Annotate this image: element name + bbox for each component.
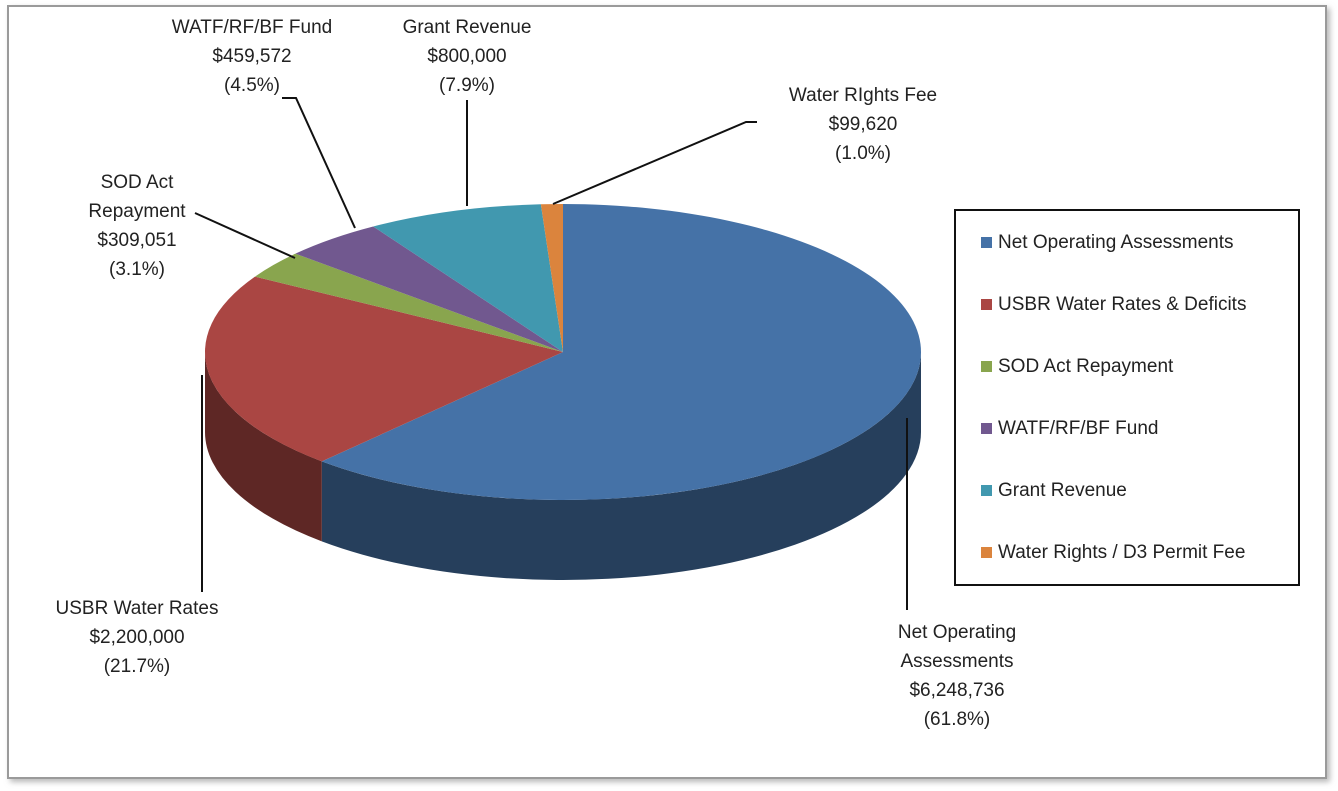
legend-swatch — [981, 485, 992, 496]
slice — [321, 204, 921, 500]
slice — [295, 226, 563, 352]
data-label: Grant Revenue — [403, 17, 532, 38]
legend-swatch — [981, 423, 992, 434]
legend-label: Water Rights / D3 Permit Fee — [998, 542, 1245, 563]
labels: Net Operating Assessments $6,248,736 (61.8%… — [56, 17, 1247, 730]
slice — [540, 204, 563, 352]
legend-swatch — [981, 299, 992, 310]
data-label: (3.1%) — [109, 259, 165, 280]
data-label: SOD Act — [101, 172, 175, 193]
legend-swatch — [981, 547, 992, 558]
data-label: Water RIghts Fee — [789, 85, 937, 106]
data-label: (21.7%) — [104, 656, 171, 677]
slice-side — [321, 352, 921, 581]
legend-swatch — [981, 361, 992, 372]
data-label: $800,000 — [427, 46, 506, 67]
data-label: WATF/RF/BF Fund — [172, 17, 332, 38]
data-label: $459,572 — [212, 46, 291, 67]
data-label: (61.8%) — [924, 709, 991, 730]
data-label: $6,248,736 — [909, 680, 1004, 701]
data-label: (1.0%) — [835, 143, 891, 164]
legend-label: Net Operating Assessments — [998, 232, 1234, 253]
data-label: USBR Water Rates — [56, 598, 219, 619]
data-label: Net Operating — [898, 622, 1016, 643]
data-label: $2,200,000 — [89, 627, 184, 648]
leader-line — [552, 121, 757, 205]
pie — [204, 204, 921, 581]
slice — [254, 253, 563, 352]
data-label: (7.9%) — [439, 75, 495, 96]
legend-label: Grant Revenue — [998, 480, 1127, 501]
legend-box — [954, 209, 1300, 586]
slice-side — [205, 352, 322, 542]
data-label: (4.5%) — [224, 75, 280, 96]
data-label: Assessments — [901, 651, 1014, 672]
legend-label: USBR Water Rates & Deficits — [998, 294, 1246, 315]
slice — [204, 276, 563, 462]
leader-line — [194, 212, 296, 259]
legend-swatch — [981, 237, 992, 248]
legend-label: WATF/RF/BF Fund — [998, 418, 1158, 439]
legend-label: SOD Act Repayment — [998, 356, 1174, 377]
data-label: Repayment — [88, 201, 186, 222]
data-label: $99,620 — [829, 114, 898, 135]
leader-line — [282, 97, 356, 229]
slice — [373, 204, 563, 352]
data-label: $309,051 — [97, 230, 176, 251]
